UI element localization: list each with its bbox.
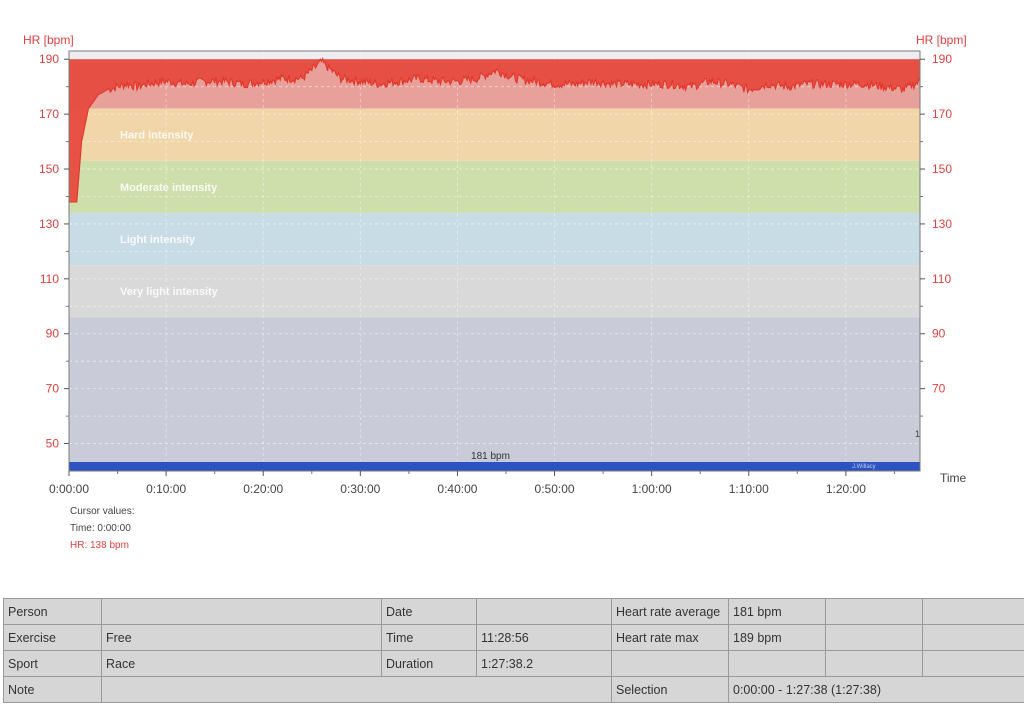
summary-cell xyxy=(825,624,923,651)
summary-cell: 1:27:38.2 xyxy=(476,650,612,677)
plot-border xyxy=(68,50,921,472)
zone-label: Very light intensity xyxy=(120,286,219,298)
summary-cell: Heart rate average xyxy=(611,598,729,625)
intensity-zones: Hard intensity Moderate intensity Light in… xyxy=(69,51,920,471)
selection-label: Selection xyxy=(611,676,729,703)
y-tick-label-left: 170 xyxy=(39,107,59,121)
cursor-hr: HR: 138 bpm xyxy=(70,540,129,551)
x-tick-label: 1:10:00 xyxy=(729,482,769,496)
cursor-title: Cursor values: xyxy=(70,506,135,517)
note-label: Note xyxy=(3,676,102,703)
x-axis: 0:00:00 0:10:00 0:20:00 0:30:00 0:40:00 0:50:… xyxy=(49,471,895,496)
summary-cell: Exercise xyxy=(3,624,102,651)
summary-table: Person Date Heart rate average 181 bpm Exerc… xyxy=(3,598,1024,703)
summary-cell: Date xyxy=(381,598,477,625)
zone-label: Moderate intensity xyxy=(120,182,218,194)
summary-cell: Heart rate max xyxy=(611,624,729,651)
zone-label: Hard intensity xyxy=(120,130,194,142)
watermark: J.Willacy xyxy=(852,464,876,470)
x-tick-label: 0:10:00 xyxy=(146,482,186,496)
zone-band xyxy=(69,265,920,318)
zone-label: Light intensity xyxy=(120,234,196,246)
summary-cell: 11:28:56 xyxy=(476,624,612,651)
x-tick-label: 0:30:00 xyxy=(340,482,380,496)
x-tick-label: 1:00:00 xyxy=(632,482,672,496)
summary-cell xyxy=(476,598,612,625)
summary-cell xyxy=(101,598,382,625)
summary-cell xyxy=(922,650,1024,677)
y-tick-label-left: 150 xyxy=(39,162,59,176)
y-tick-label-right: 70 xyxy=(932,382,946,396)
hr-series xyxy=(69,57,921,203)
plot-frame xyxy=(68,50,921,472)
x-tick-label: 0:20:00 xyxy=(243,482,283,496)
summary-row-note: Note Selection 0:00:00 - 1:27:38 (1:27:38) xyxy=(3,676,1024,703)
x-tick-label: 1:20:00 xyxy=(826,482,866,496)
y-tick-label-left: 70 xyxy=(46,382,60,396)
x-tick-label: 0:40:00 xyxy=(437,482,477,496)
y-axis-label-right: HR [bpm] xyxy=(916,33,967,47)
y-tick-label-right: 90 xyxy=(932,327,946,341)
summary-row: Sport Race Duration 1:27:38.2 xyxy=(3,650,1024,677)
summary-cell: Person xyxy=(3,598,102,625)
y-tick-label-right: 150 xyxy=(932,162,952,176)
note-value xyxy=(101,676,612,703)
y-tick-label-left: 90 xyxy=(46,327,60,341)
zone-band xyxy=(69,160,920,213)
series-line xyxy=(69,57,921,203)
summary-cell: Free xyxy=(101,624,382,651)
average-bar-group: 181 bpm 1 J.Willacy xyxy=(69,429,920,471)
bar-end-label: 1 xyxy=(915,429,920,439)
summary-cell: Duration xyxy=(381,650,477,677)
y-tick-label-right: 190 xyxy=(932,52,952,66)
x-axis-label: Time xyxy=(940,471,967,485)
summary-cell xyxy=(825,598,923,625)
average-bar xyxy=(69,462,920,471)
y-tick-label-right: 170 xyxy=(932,107,952,121)
y-axis-right: 190 170 150 130 110 90 70 xyxy=(920,52,952,417)
zone-band xyxy=(69,317,920,471)
y-tick-label-left: 190 xyxy=(39,52,59,66)
summary-cell xyxy=(825,650,923,677)
y-tick-label-left: 110 xyxy=(40,272,59,286)
plot-top-margin xyxy=(69,51,920,60)
summary-cell xyxy=(922,624,1024,651)
x-tick-label: 0:50:00 xyxy=(535,482,575,496)
summary-row: Exercise Free Time 11:28:56 Heart rate max 18… xyxy=(3,624,1024,651)
heart-rate-chart: Hard intensity Moderate intensity Light in… xyxy=(23,33,967,496)
y-tick-label-right: 110 xyxy=(932,272,951,286)
cursor-values: Cursor values: Time: 0:00:00 HR: 138 bpm xyxy=(70,503,134,554)
summary-cell: 181 bpm xyxy=(728,598,826,625)
zone-band xyxy=(69,212,920,266)
selection-value: 0:00:00 - 1:27:38 (1:27:38) xyxy=(728,676,1024,703)
series-upper-fill xyxy=(69,58,920,203)
y-tick-label-right: 130 xyxy=(932,217,952,231)
y-tick-label-left: 50 xyxy=(46,437,60,451)
summary-cell xyxy=(611,650,729,677)
grid-lines xyxy=(69,51,920,461)
summary-cell: Sport xyxy=(3,650,102,677)
zone-band xyxy=(69,108,920,161)
summary-cell: Race xyxy=(101,650,382,677)
summary-cell xyxy=(728,650,826,677)
y-axis-left: 190 170 150 130 110 90 70 50 xyxy=(39,52,69,451)
average-bar-label: 181 bpm xyxy=(471,451,510,462)
cursor-time: Time: 0:00:00 xyxy=(70,523,131,534)
summary-cell: Time xyxy=(381,624,477,651)
summary-cell: 189 bpm xyxy=(728,624,826,651)
y-tick-label-left: 130 xyxy=(39,217,59,231)
summary-cell xyxy=(922,598,1024,625)
x-tick-label: 0:00:00 xyxy=(49,482,89,496)
y-axis-label-left: HR [bpm] xyxy=(23,33,74,47)
summary-row: Person Date Heart rate average 181 bpm xyxy=(3,598,1024,625)
